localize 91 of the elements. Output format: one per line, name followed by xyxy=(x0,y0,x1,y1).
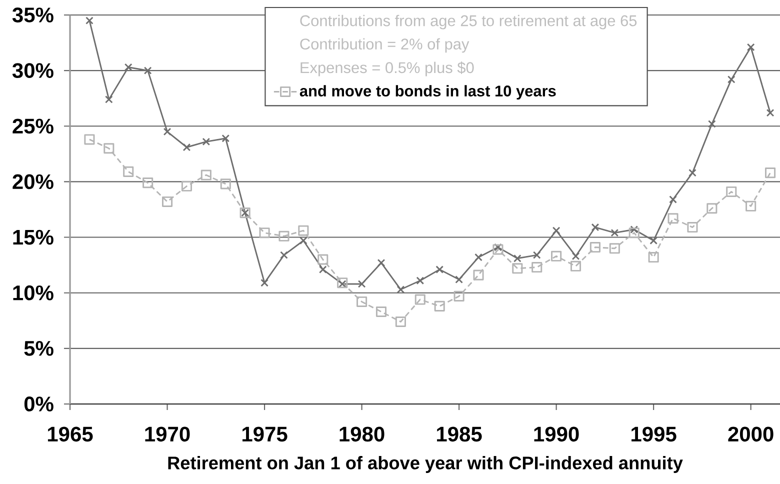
point xyxy=(377,258,386,267)
point xyxy=(630,226,638,234)
point xyxy=(532,262,542,273)
point xyxy=(454,290,464,302)
point xyxy=(706,203,718,214)
y-tick-label: 15% xyxy=(13,230,54,245)
point xyxy=(358,280,366,288)
x-tick-label: 1985 xyxy=(437,426,482,442)
point xyxy=(124,63,132,72)
point xyxy=(474,253,482,262)
point xyxy=(337,278,348,288)
point xyxy=(590,242,600,253)
point xyxy=(395,316,406,328)
point xyxy=(338,280,346,288)
point xyxy=(298,225,309,236)
point xyxy=(318,254,328,265)
point xyxy=(494,243,502,252)
point xyxy=(104,96,113,104)
point xyxy=(396,286,405,294)
point xyxy=(182,143,191,152)
x-tick-label: 1970 xyxy=(145,426,190,442)
y-tick-label: 0% xyxy=(24,396,54,412)
point xyxy=(142,178,154,188)
point xyxy=(280,251,288,259)
x-tick-label: 1980 xyxy=(340,426,384,442)
point xyxy=(766,108,774,117)
point xyxy=(220,178,231,190)
point xyxy=(416,276,424,285)
point xyxy=(726,186,737,197)
point xyxy=(532,251,541,259)
y-tick-label: 25% xyxy=(12,118,54,134)
point xyxy=(572,252,580,260)
y-tick-label: 35% xyxy=(12,8,54,22)
point xyxy=(123,166,134,177)
annotation: Expenses = 0.5% plus $0 xyxy=(300,62,474,76)
point xyxy=(609,243,620,254)
point xyxy=(668,213,678,224)
point xyxy=(552,226,560,235)
point xyxy=(648,252,659,263)
point xyxy=(591,223,600,232)
point xyxy=(259,228,270,238)
x-tick-label: 1990 xyxy=(534,426,579,442)
point xyxy=(669,196,677,204)
point xyxy=(628,228,640,238)
point xyxy=(512,263,523,274)
point xyxy=(708,120,716,128)
annotation: Contribution = 2% of pay xyxy=(300,38,470,53)
point xyxy=(222,134,230,142)
point xyxy=(104,143,114,154)
point xyxy=(356,296,368,308)
point xyxy=(455,276,463,284)
annotation: Contributions from age 25 to retirement at age 65 xyxy=(300,14,637,30)
legend-label: and move to bonds in last 10 years xyxy=(300,85,556,100)
point xyxy=(687,222,698,233)
point xyxy=(765,168,776,178)
x-tick-label: 2000 xyxy=(728,426,774,442)
point xyxy=(513,254,522,262)
y-tick-label: 30% xyxy=(12,63,54,78)
x-axis-title: Retirement on Jan 1 of above year with CPI-indexed annuity xyxy=(168,456,683,473)
y-tick-label: 10% xyxy=(13,285,54,300)
x-tick-label: 1975 xyxy=(242,426,288,442)
point xyxy=(144,66,152,75)
point xyxy=(163,128,172,136)
point xyxy=(610,228,619,237)
point xyxy=(434,300,445,312)
point xyxy=(492,244,504,255)
point xyxy=(162,196,173,207)
y-tick-label: 20% xyxy=(12,174,54,190)
point xyxy=(200,170,212,180)
point xyxy=(746,200,756,212)
point xyxy=(202,138,210,146)
point xyxy=(181,180,192,192)
point xyxy=(551,250,562,262)
point xyxy=(727,76,736,84)
point xyxy=(570,260,582,272)
point xyxy=(688,168,696,177)
point xyxy=(260,278,268,287)
point xyxy=(278,230,290,242)
x-tick-label: 1965 xyxy=(48,426,93,442)
point xyxy=(376,306,387,318)
point xyxy=(473,270,484,280)
point xyxy=(318,266,327,274)
point xyxy=(436,266,444,274)
point xyxy=(650,236,658,245)
point xyxy=(84,134,95,145)
y-tick-label: 5% xyxy=(24,341,54,356)
point xyxy=(86,16,94,24)
point xyxy=(746,43,755,52)
point xyxy=(299,236,308,245)
x-tick-label: 1995 xyxy=(632,426,676,442)
point xyxy=(414,294,426,305)
